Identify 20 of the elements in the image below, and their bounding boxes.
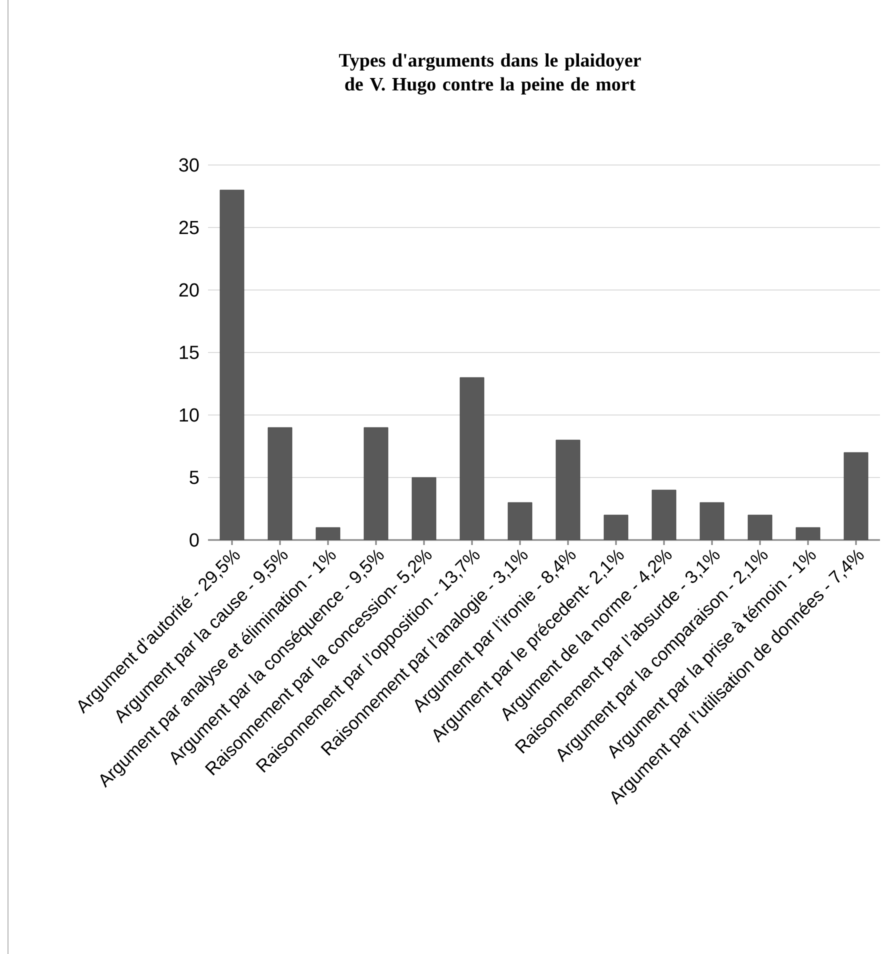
bar xyxy=(220,190,244,540)
y-tick-label: 10 xyxy=(180,408,199,422)
bar xyxy=(556,440,580,540)
bar xyxy=(268,427,292,540)
y-tick-label: 15 xyxy=(180,346,199,360)
bar xyxy=(604,514,628,540)
bar xyxy=(700,502,724,540)
y-tick-label: 5 xyxy=(190,470,199,484)
bar xyxy=(460,377,484,540)
y-tick-label: 30 xyxy=(179,158,199,172)
y-tick-label: 0 xyxy=(190,533,199,547)
chart-title: Types d'arguments dans le plaidoyer de V. Hugo contre la peine de mort xyxy=(339,53,641,95)
bar xyxy=(652,490,676,540)
bar xyxy=(844,452,868,540)
bar xyxy=(508,502,532,540)
y-tick-label: 20 xyxy=(179,283,199,297)
y-tick-label: 25 xyxy=(179,220,199,234)
bar xyxy=(412,477,436,540)
bar xyxy=(364,427,388,540)
bar xyxy=(748,514,772,540)
